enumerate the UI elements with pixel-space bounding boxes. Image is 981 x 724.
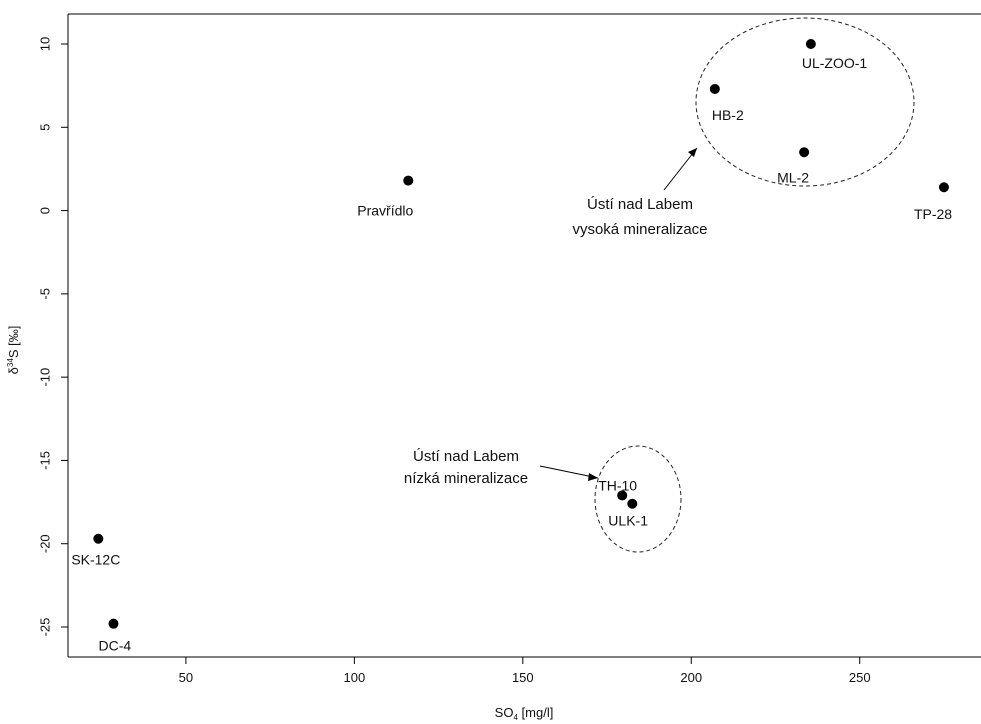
y-tick-label: -15: [37, 451, 52, 470]
x-tick-label: 100: [344, 670, 366, 685]
annotation-low-line2: nízká mineralizace: [404, 470, 528, 487]
annotation-high-line1: Ústí nad Labem: [587, 196, 693, 213]
annotation-low-line1: Ústí nad Labem: [413, 448, 519, 465]
data-point: [709, 83, 720, 94]
point-label: SK-12C: [71, 552, 120, 568]
point-label: HB-2: [712, 107, 744, 123]
data-point: [938, 182, 949, 193]
x-tick-label: 150: [512, 670, 534, 685]
annotation-low-arrow: [539, 465, 599, 479]
x-tick-label: 250: [849, 670, 871, 685]
point-label: TH-10: [598, 477, 637, 493]
data-point: [403, 175, 414, 186]
point-label: TP-28: [914, 206, 952, 222]
point-label: ML-2: [777, 169, 809, 185]
annotation-high-arrow: [663, 147, 698, 191]
annotation-low-arrowhead: [588, 473, 598, 481]
y-tick-label: -20: [37, 534, 52, 553]
y-axis-label: δ34S [‰]: [6, 326, 21, 375]
data-point: [93, 533, 104, 544]
y-ticks: 10 5 0 -5 -10 -15 -20 -25: [37, 37, 68, 637]
annotation-low: Ústí nad Labem nízká mineralizace: [404, 448, 599, 487]
x-ticks: 50 100 150 200 250: [179, 657, 871, 685]
annotation-high-arrowhead: [688, 148, 697, 157]
x-tick-label: 200: [680, 670, 702, 685]
y-tick-label: 10: [37, 37, 52, 51]
data-point: [108, 618, 119, 629]
point-label: ULK-1: [608, 513, 648, 529]
x-axis-label: SO4 [mg/l]: [495, 705, 554, 722]
point-label: DC-4: [98, 638, 131, 654]
x-tick-label: 50: [179, 670, 193, 685]
data-points: UL-ZOO-1 HB-2 ML-2 TP-28 Pravřídlo TH-10 ULK-1…: [71, 38, 952, 654]
y-tick-label: 0: [37, 207, 52, 214]
annotation-high: Ústí nad Labem vysoká mineralizace: [572, 147, 708, 238]
y-tick-label: -5: [37, 288, 52, 300]
high-mineralization-ellipse: [695, 17, 915, 187]
point-label: Pravřídlo: [357, 203, 413, 219]
y-tick-label: 5: [37, 124, 52, 131]
point-label: UL-ZOO-1: [802, 55, 868, 71]
data-point: [617, 490, 628, 501]
annotation-high-line2: vysoká mineralizace: [572, 221, 707, 238]
data-point: [627, 498, 638, 509]
y-tick-label: -10: [37, 368, 52, 387]
data-point: [805, 38, 816, 49]
data-point: [799, 147, 810, 158]
y-tick-label: -25: [37, 618, 52, 637]
low-mineralization-ellipse: [594, 445, 682, 553]
